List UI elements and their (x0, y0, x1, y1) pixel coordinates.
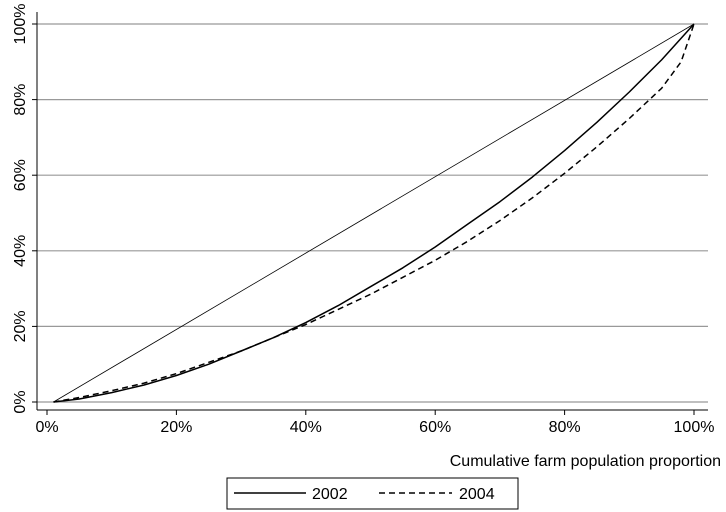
series-line-2002 (53, 23, 695, 403)
y-tick-labels: 0% 20% 40% 60% 80% 100% (12, 4, 29, 414)
gridlines (37, 23, 708, 403)
x-tick-label: 100% (674, 419, 715, 436)
axes (32, 12, 708, 415)
series-line-2004 (53, 23, 695, 403)
y-tick-label: 40% (12, 235, 29, 267)
x-tick-label: 20% (160, 419, 192, 436)
legend-label-2004: 2004 (459, 486, 495, 503)
x-tick-label: 40% (290, 419, 322, 436)
legend: 2002 2004 (226, 477, 519, 510)
y-tick-label: 60% (12, 159, 29, 191)
x-tick-labels: 0% 20% 40% 60% 80% 100% (35, 419, 714, 436)
x-axis-label: Cumulative farm population proportion (450, 453, 721, 470)
equality-line-group (53, 23, 695, 403)
x-tick-label: 80% (549, 419, 581, 436)
y-tick-label: 100% (12, 4, 29, 45)
series-lines (53, 23, 695, 403)
legend-label-2002: 2002 (312, 486, 348, 503)
y-tick-label: 20% (12, 310, 29, 342)
x-tick-label: 60% (419, 419, 451, 436)
equality-line (53, 23, 695, 403)
x-tick-label: 0% (35, 419, 58, 436)
y-tick-label: 80% (12, 84, 29, 116)
y-tick-label: 0% (12, 390, 29, 413)
